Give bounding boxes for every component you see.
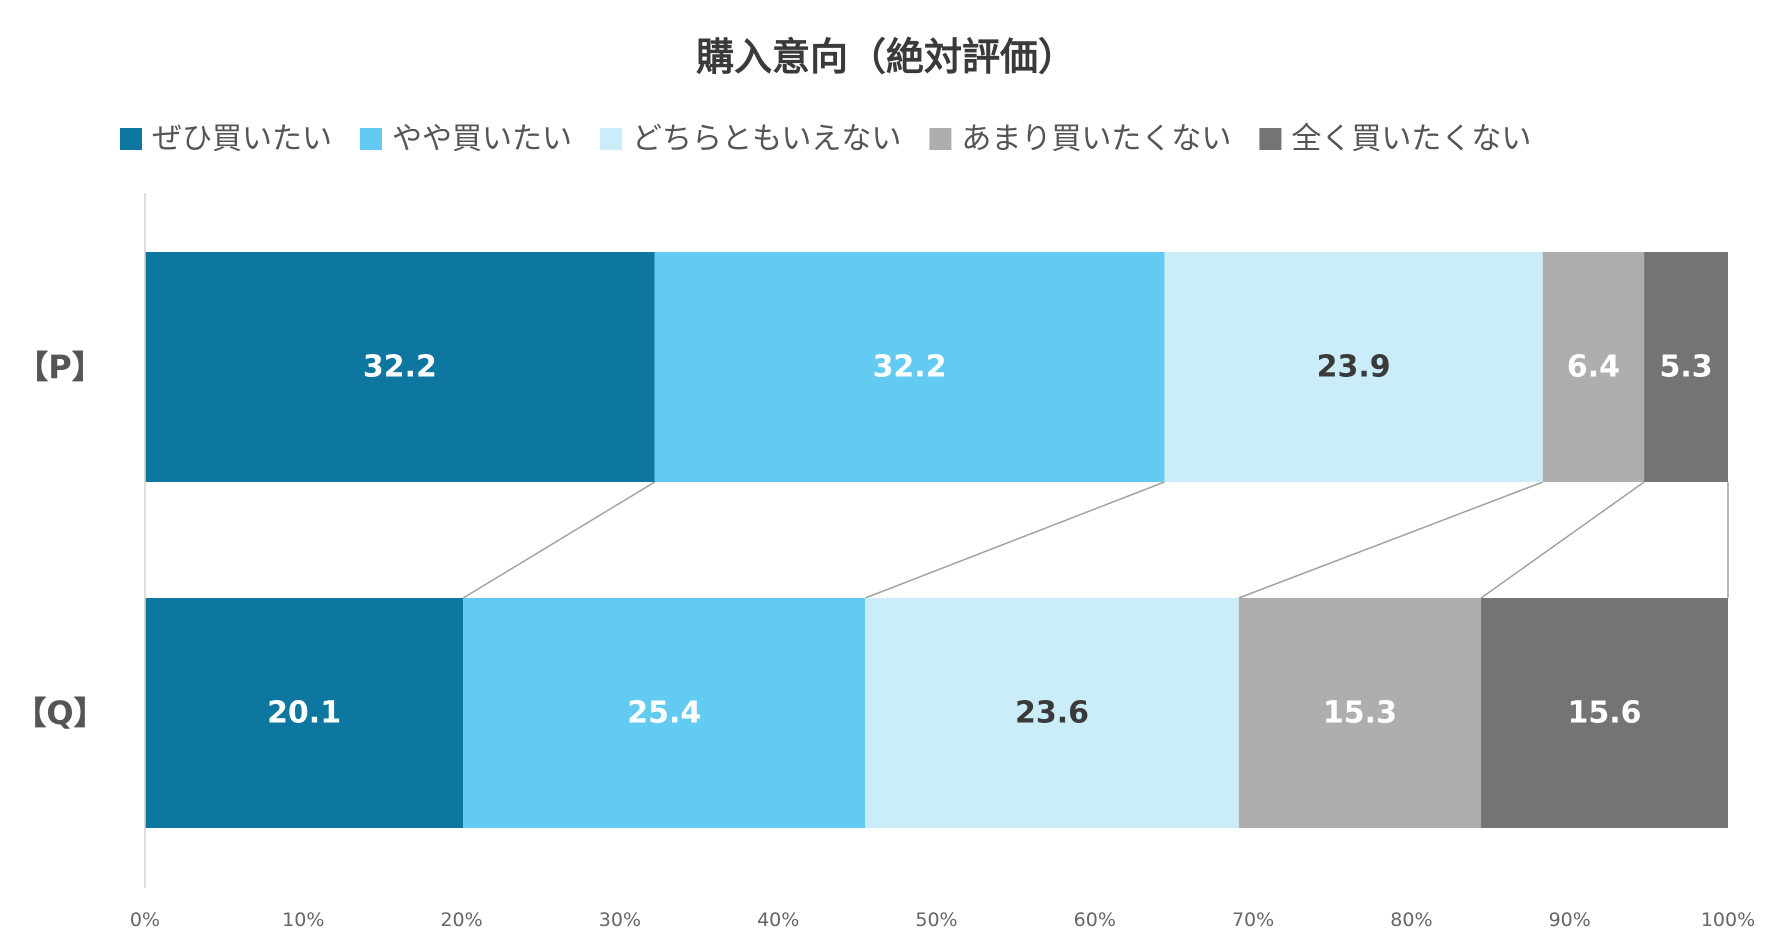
legend-label: あまり買いたくない [961, 122, 1231, 157]
data-label: 15.3 [1323, 696, 1397, 731]
connector-lines [462, 481, 1729, 599]
connector-line [1480, 481, 1645, 599]
data-label: 32.2 [363, 350, 437, 385]
data-label: 23.6 [1015, 696, 1089, 731]
legend-label: ぜひ買いたい [152, 122, 332, 157]
x-tick-label: 0% [130, 909, 160, 931]
bar-segment [145, 598, 464, 828]
x-tick-label: 30% [599, 909, 641, 931]
data-label: 25.4 [627, 696, 701, 731]
category-label: 【Q】 [14, 694, 105, 732]
data-label: 6.4 [1567, 350, 1620, 385]
bar-segment [1164, 252, 1543, 482]
x-tick-label: 80% [1390, 909, 1432, 931]
legend-label: どちらともいえない [632, 122, 901, 157]
x-axis: 0% 10% 20% 30% 40% 50% 60% 70% 80% 90% 100% [130, 193, 1755, 931]
legend-swatch [120, 128, 142, 150]
bars: 32.2 32.2 23.9 6.4 5.3 【P】 20.1 25.4 23.6 15.3 15.… [14, 252, 1728, 828]
data-label: 15.6 [1568, 696, 1642, 731]
bar-segment [1644, 252, 1728, 482]
connector-line [462, 481, 656, 599]
bar-segment [1481, 598, 1728, 828]
x-tick-label: 10% [282, 909, 324, 931]
x-tick-label: 70% [1232, 909, 1274, 931]
bar-segment [1542, 252, 1645, 482]
x-tick-label: 40% [757, 909, 799, 931]
legend-swatch [1259, 128, 1282, 150]
category-label: 【P】 [16, 348, 103, 386]
x-tick-label: 50% [915, 909, 957, 931]
data-label: 32.2 [873, 350, 947, 385]
bar-segment [463, 598, 866, 828]
data-label: 5.3 [1659, 350, 1712, 385]
x-tick-label: 60% [1074, 909, 1116, 931]
data-label: 23.9 [1317, 350, 1391, 385]
bar-segment [654, 252, 1165, 482]
legend-label: 全く買いたくない [1291, 122, 1531, 157]
connector-line [1238, 481, 1544, 599]
data-label: 20.1 [267, 696, 341, 731]
legend: ぜひ買いたい やや買いたい どちらともいえない あまり買いたくない 全く買いたくない [120, 122, 1531, 157]
legend-swatch [929, 128, 952, 150]
chart-title: 購入意向（絶対評価） [696, 35, 1076, 79]
bar-segment [865, 598, 1239, 828]
bar-segment [145, 252, 655, 482]
x-tick-label: 90% [1549, 909, 1591, 931]
legend-label: やや買いたい [392, 122, 572, 157]
x-tick-label: 20% [440, 909, 482, 931]
bar-segment [1238, 598, 1482, 828]
x-tick-label: 100% [1701, 909, 1755, 931]
legend-swatch [600, 128, 622, 150]
legend-swatch [360, 128, 382, 150]
connector-line [864, 481, 1165, 599]
